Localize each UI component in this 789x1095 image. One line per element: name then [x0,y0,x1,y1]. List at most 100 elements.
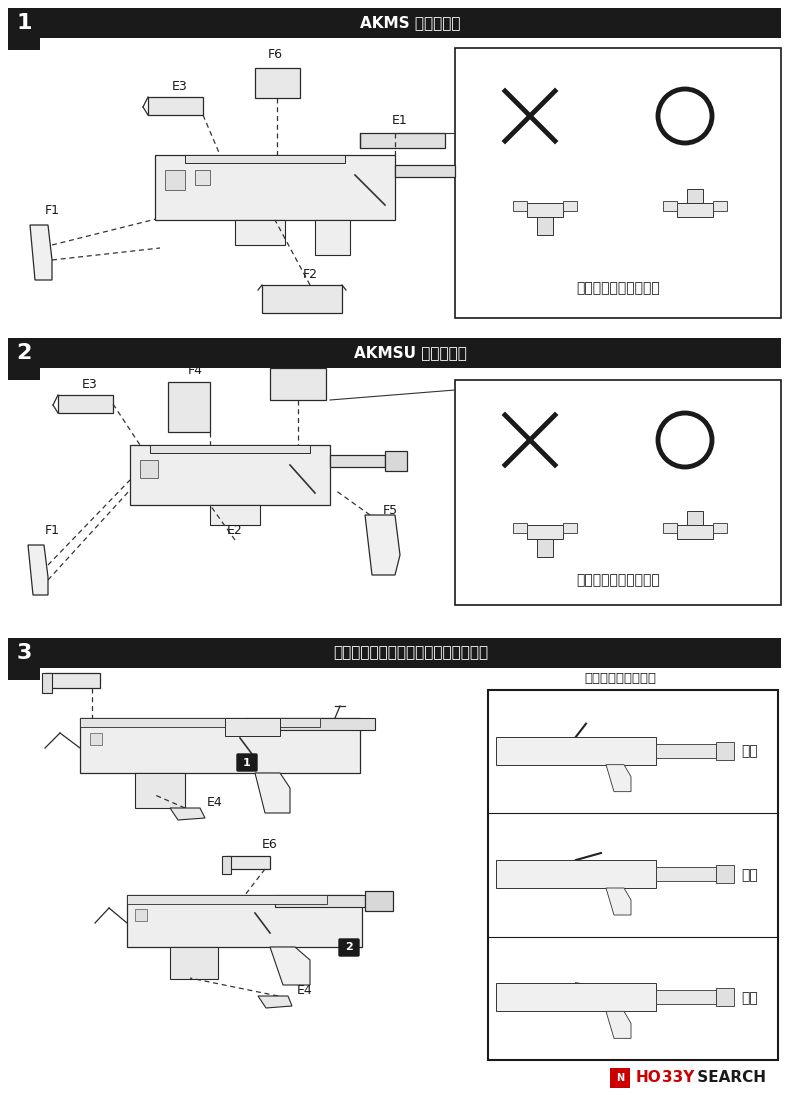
Text: E3: E3 [172,81,188,93]
Text: E4: E4 [297,983,313,996]
Bar [610,1068,630,1088]
Bar [8,8,40,50]
Bar [656,744,716,758]
Bar [8,638,40,680]
Bar [262,285,342,313]
Bar [40,8,781,38]
Bar [255,68,300,97]
Polygon shape [258,996,292,1008]
Bar [45,673,100,688]
FancyBboxPatch shape [339,940,359,956]
Bar [225,718,280,736]
Bar [165,170,185,191]
Bar [127,895,327,904]
Text: 安全: 安全 [742,745,758,759]
Text: 33Y: 33Y [662,1071,694,1085]
Polygon shape [365,515,400,575]
Bar [42,673,52,693]
Text: 単射: 単射 [742,868,758,881]
Bar [80,718,360,773]
Text: HO: HO [636,1071,662,1085]
Text: E6: E6 [262,839,278,852]
Bar [677,525,713,539]
Text: 2: 2 [17,343,32,364]
Bar [716,989,734,1006]
Bar [210,505,260,525]
Bar [8,338,40,380]
Text: AKMS の組み立て: AKMS の組み立て [361,15,461,31]
Bar [496,860,656,888]
Text: F2: F2 [302,268,317,281]
Bar [455,380,781,606]
Bar [185,155,345,163]
Text: SEARCH: SEARCH [692,1071,766,1085]
Bar [155,155,395,220]
Text: 1: 1 [17,13,32,33]
Polygon shape [606,888,631,915]
Text: 2: 2 [345,943,353,953]
Bar [130,445,330,505]
Bar [222,856,231,874]
Bar [716,741,734,760]
Text: 連射: 連射 [742,991,758,1005]
Bar [315,220,350,255]
Text: F6: F6 [267,48,282,61]
Bar [663,523,677,533]
Bar [245,718,375,730]
Bar [656,867,716,881]
Text: F4: F4 [188,364,203,377]
Text: トップカバー、セレクターの取り付け: トップカバー、セレクターの取り付け [333,645,488,660]
Bar [127,895,362,947]
Bar [385,451,407,471]
Bar [135,909,147,921]
Text: AKMSU の組み立て: AKMSU の組み立て [354,346,467,360]
Bar [235,220,285,245]
Bar [687,189,703,203]
Bar [140,460,158,479]
Text: E1: E1 [392,114,408,127]
Bar [496,737,656,764]
Bar [225,856,270,869]
Polygon shape [28,545,48,595]
Text: N: N [616,1073,624,1083]
Bar [513,523,527,533]
Bar [90,733,102,745]
Text: F1: F1 [44,204,59,217]
Bar [527,203,563,217]
Bar [395,165,455,177]
Bar [537,217,553,235]
Bar [275,895,365,907]
Bar [713,201,727,211]
Bar [513,201,527,211]
Text: E4: E4 [208,795,222,808]
Polygon shape [30,224,52,280]
Text: 1: 1 [243,758,251,768]
Bar [148,97,203,115]
Text: E3: E3 [82,379,98,392]
Bar [365,891,393,911]
Bar [663,201,677,211]
Bar [656,990,716,1004]
Bar [150,445,310,453]
Bar [40,638,781,668]
Bar [360,132,445,148]
FancyBboxPatch shape [237,754,257,771]
Text: 取り付け方向に注意！: 取り付け方向に注意！ [576,573,660,587]
Polygon shape [170,808,205,820]
Bar [563,201,577,211]
Bar [330,456,385,466]
Bar [170,947,218,979]
Text: 安全装置位置説明図: 安全装置位置説明図 [584,671,656,684]
Bar [716,865,734,883]
Bar [488,690,778,1060]
Polygon shape [606,1012,631,1038]
Bar [527,525,563,539]
Bar [195,170,210,185]
Text: E5: E5 [84,657,100,669]
Text: E2: E2 [227,523,243,537]
Polygon shape [255,773,290,812]
Text: 3: 3 [17,643,32,662]
Polygon shape [270,947,310,986]
Bar [537,539,553,557]
Bar [135,773,185,808]
